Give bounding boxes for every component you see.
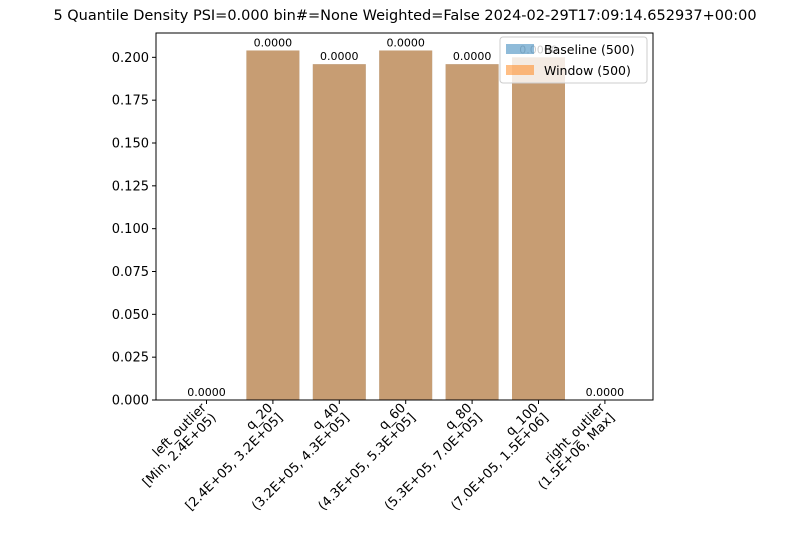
legend: Baseline (500) Window (500) (499, 36, 648, 84)
bar-window-3 (379, 50, 433, 400)
y-tick-label: 0.150 (112, 136, 149, 151)
bar-window-4 (445, 64, 499, 400)
legend-box (499, 36, 648, 84)
chart-title: 5 Quantile Density PSI=0.000 bin#=None W… (53, 8, 756, 24)
bar-value-label: 0.0000 (453, 50, 492, 63)
y-tick-label: 0.025 (112, 351, 149, 366)
y-tick-label: 0.100 (112, 222, 149, 237)
bar-value-label: 0.0000 (386, 36, 425, 49)
y-tick-label: 0.175 (112, 94, 149, 109)
legend-swatch (506, 44, 534, 54)
bar-value-label: 0.0000 (320, 50, 359, 63)
legend-label: Baseline (500) (544, 42, 635, 57)
y-tick-label: 0.000 (112, 394, 149, 409)
legend-label: Window (500) (544, 63, 631, 78)
legend-swatch (506, 65, 534, 75)
y-tick-label: 0.125 (112, 179, 149, 194)
x-tick-label: left_outlier[Min, 2.4E+05) (130, 400, 220, 490)
bar-window-2 (312, 64, 366, 400)
y-tick-label: 0.075 (112, 265, 149, 280)
bar-window-5 (512, 57, 565, 401)
plot-area-frame (155, 32, 654, 401)
y-tick-label: 0.050 (112, 308, 149, 323)
bar-value-label: 0.0000 (586, 386, 625, 399)
y-axis: 0.000 0.025 0.050 0.075 0.100 0.125 0.150 0.175… (112, 51, 156, 409)
bar-value-label: 0.0000 (187, 386, 226, 399)
x-axis: left_outlier[Min, 2.4E+05) q_20[2.4E+05, … (130, 400, 618, 514)
bars-layer (246, 50, 565, 401)
bar-value-label: 0.0000 (254, 36, 293, 49)
y-tick-label: 0.200 (112, 51, 149, 66)
bar-window-1 (246, 50, 300, 400)
